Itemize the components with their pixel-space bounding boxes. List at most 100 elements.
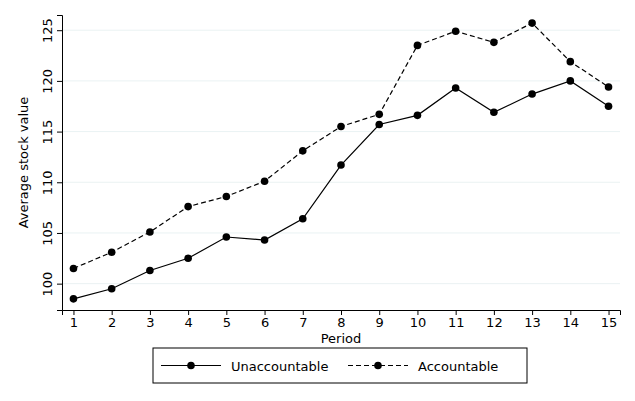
series-marker xyxy=(605,83,613,91)
series-marker xyxy=(299,215,307,223)
grid-line xyxy=(62,182,620,183)
series-marker xyxy=(70,265,78,273)
series-marker xyxy=(567,58,575,66)
series-line xyxy=(73,81,608,299)
series-marker xyxy=(414,112,422,120)
x-tick-label: 5 xyxy=(223,315,231,330)
legend-marker xyxy=(374,362,382,370)
x-tick-label: 6 xyxy=(261,315,269,330)
x-tick-label: 15 xyxy=(601,315,618,330)
x-tick: 15 xyxy=(601,310,618,330)
series-marker xyxy=(184,254,192,262)
x-tick: 14 xyxy=(563,310,580,330)
series-marker xyxy=(337,161,345,169)
x-tick: 11 xyxy=(448,310,465,330)
series-marker xyxy=(414,42,422,50)
series-marker xyxy=(528,90,536,98)
grid xyxy=(62,30,620,283)
x-tick: 4 xyxy=(184,310,192,330)
y-tick: 110 xyxy=(40,170,62,195)
series-marker xyxy=(452,84,460,92)
x-tick: 13 xyxy=(524,310,541,330)
x-tick-label: 12 xyxy=(486,315,503,330)
x-tick: 9 xyxy=(376,310,384,330)
chart: 123456789101112131415100105110115120125P… xyxy=(0,0,635,401)
legend-label: Unaccountable xyxy=(231,359,328,374)
x-tick: 10 xyxy=(410,310,427,330)
y-tick-mark xyxy=(57,30,62,31)
y-tick-mark xyxy=(57,233,62,234)
series-marker xyxy=(223,193,231,201)
series-marker xyxy=(146,267,154,275)
legend-marker xyxy=(187,362,195,370)
y-tick-mark xyxy=(57,81,62,82)
x-tick: 1 xyxy=(70,310,78,330)
x-tick: 12 xyxy=(486,310,503,330)
x-tick-label: 3 xyxy=(146,315,154,330)
y-tick: 120 xyxy=(40,69,62,94)
x-tick-label: 10 xyxy=(410,315,427,330)
series-marker xyxy=(528,19,536,27)
x-tick: 2 xyxy=(108,310,116,330)
series-marker xyxy=(337,123,345,131)
legend: Unaccountable Accountable xyxy=(153,348,527,383)
legend-label: Accountable xyxy=(418,359,498,374)
x-axis: 123456789101112131415 xyxy=(63,310,621,330)
legend-box xyxy=(153,348,527,383)
y-tick: 125 xyxy=(40,18,62,43)
y-tick: 115 xyxy=(40,120,62,145)
grid-line xyxy=(62,131,620,132)
series-marker xyxy=(146,228,154,236)
series-marker xyxy=(261,236,269,244)
y-tick: 100 xyxy=(40,272,62,297)
x-tick-label: 2 xyxy=(108,315,116,330)
series-marker xyxy=(375,111,383,119)
x-tick-label: 4 xyxy=(184,315,192,330)
series-marker xyxy=(70,295,78,303)
y-tick-mark xyxy=(57,182,62,183)
y-tick-label: 110 xyxy=(40,170,55,195)
y-tick-mark xyxy=(57,132,62,133)
series-marker xyxy=(567,77,575,85)
x-tick-label: 11 xyxy=(448,315,465,330)
y-tick-label: 125 xyxy=(40,18,55,43)
x-tick-label: 9 xyxy=(376,315,384,330)
x-tick: 5 xyxy=(223,310,231,330)
y-tick-mark xyxy=(57,284,62,285)
series-marker xyxy=(605,102,613,110)
grid-line xyxy=(62,30,620,31)
series-marker xyxy=(490,39,498,47)
x-tick-label: 13 xyxy=(524,315,541,330)
series-line xyxy=(73,23,608,268)
x-tick-label: 7 xyxy=(299,315,307,330)
y-tick-label: 115 xyxy=(40,120,55,145)
grid-line xyxy=(62,283,620,284)
series-marker xyxy=(375,121,383,129)
series-marker xyxy=(261,177,269,185)
x-tick: 7 xyxy=(299,310,307,330)
series-marker xyxy=(184,203,192,211)
x-tick-label: 1 xyxy=(70,315,78,330)
series-marker xyxy=(108,248,116,256)
series-marker xyxy=(299,147,307,155)
y-axis-line xyxy=(57,16,63,311)
grid-line xyxy=(62,232,620,233)
x-tick-label: 14 xyxy=(563,315,580,330)
x-tick: 3 xyxy=(146,310,154,330)
y-tick-label: 120 xyxy=(40,69,55,94)
x-tick: 8 xyxy=(337,310,345,330)
series-marker xyxy=(223,233,231,241)
x-axis-title: Period xyxy=(321,331,362,346)
y-tick-label: 105 xyxy=(40,221,55,246)
series-marker xyxy=(108,285,116,293)
y-axis-title: Average stock value xyxy=(16,97,31,229)
plot: 123456789101112131415100105110115120125P… xyxy=(16,16,621,347)
grid-line xyxy=(62,80,620,81)
x-tick-label: 8 xyxy=(337,315,345,330)
y-tick: 105 xyxy=(40,221,62,246)
series-marker xyxy=(452,27,460,35)
y-axis: 100 105 110 115 120 125 xyxy=(40,16,63,311)
y-tick-label: 100 xyxy=(40,272,55,297)
series-layer xyxy=(70,19,613,302)
series-marker xyxy=(490,109,498,117)
